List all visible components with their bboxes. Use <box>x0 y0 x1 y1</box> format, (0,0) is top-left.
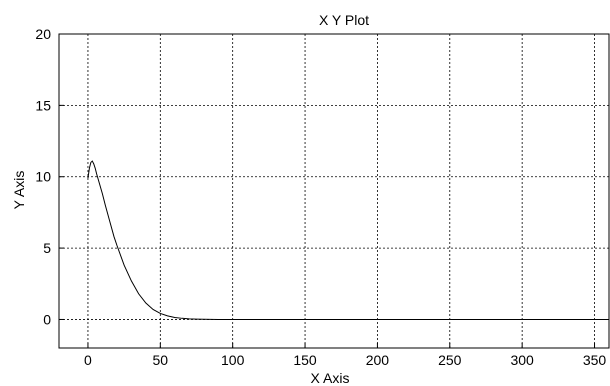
y-tick-label: 0 <box>43 311 51 327</box>
y-axis-label: Y Axis <box>11 171 27 210</box>
x-tick-label: 350 <box>583 352 607 368</box>
y-tick-label: 5 <box>43 240 51 256</box>
x-tick-label: 50 <box>153 352 169 368</box>
x-tick-label: 250 <box>438 352 462 368</box>
series-layer <box>87 160 609 320</box>
y-tick-label: 10 <box>35 169 51 185</box>
x-tick-label: 0 <box>84 352 92 368</box>
chart-title: X Y Plot <box>319 12 369 28</box>
y-tick-label: 20 <box>35 26 51 42</box>
x-tick-label: 150 <box>293 352 317 368</box>
x-tick-label: 200 <box>366 352 390 368</box>
x-axis-label: X Axis <box>311 370 350 386</box>
series-line <box>87 160 609 320</box>
ticks: 0 50 100 150 200 250 300 350 0 5 10 15 20 <box>35 26 606 368</box>
x-tick-label: 300 <box>510 352 534 368</box>
grid-lines <box>59 33 609 348</box>
x-tick-label: 100 <box>221 352 245 368</box>
plot-frame <box>58 33 610 349</box>
y-tick-label: 15 <box>35 97 51 113</box>
